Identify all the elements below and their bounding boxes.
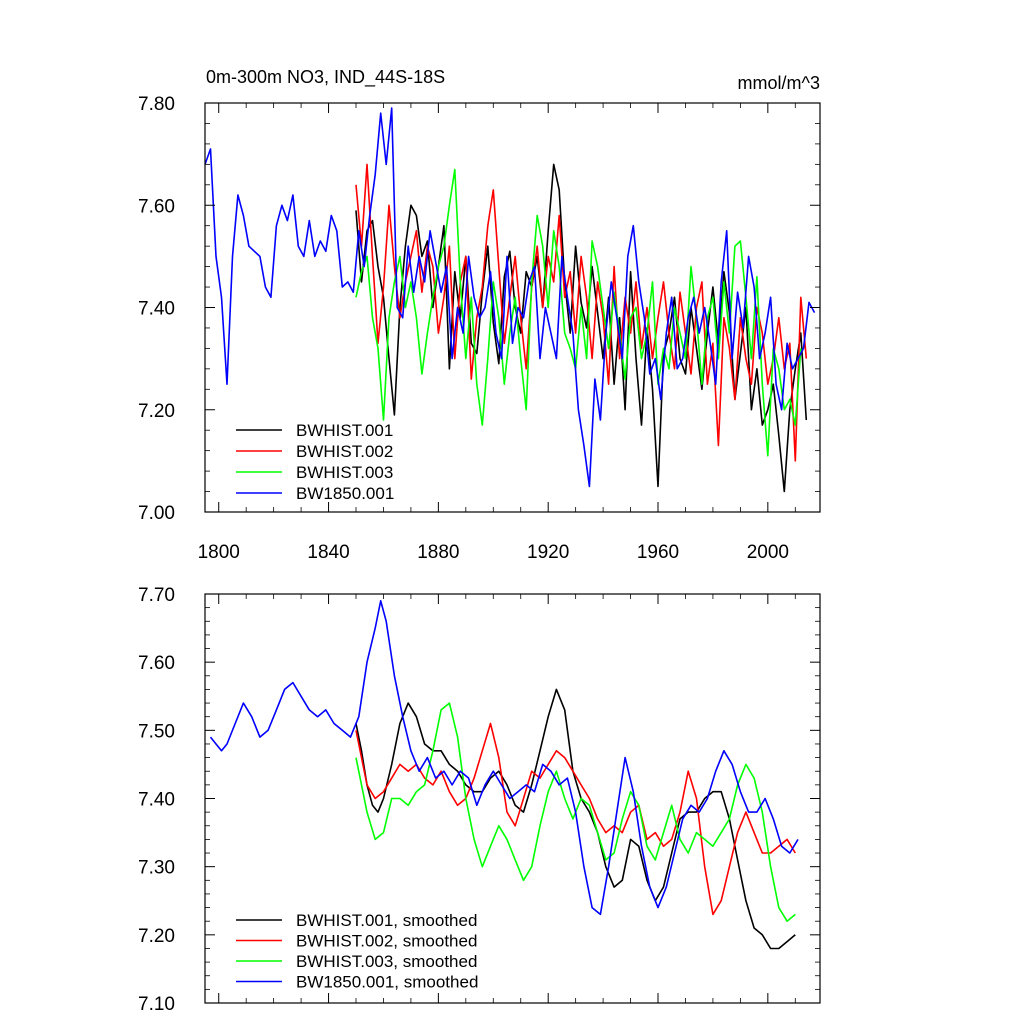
series-line-0-0 bbox=[355, 163, 808, 493]
y-tick-label: 7.30 bbox=[138, 858, 175, 879]
chart-title: 0m-300m NO3, IND_44S-18S bbox=[206, 67, 445, 88]
legend-label: BWHIST.003, smoothed bbox=[296, 952, 477, 971]
series-line-0-1 bbox=[355, 163, 808, 462]
y-tick-label: 7.60 bbox=[138, 196, 175, 217]
y-tick-label: 7.20 bbox=[138, 926, 175, 947]
y-tick-label: 7.20 bbox=[138, 401, 175, 422]
y-tick-label: 7.80 bbox=[138, 94, 175, 115]
legend-label: BWHIST.002 bbox=[296, 442, 393, 461]
x-tick-label: 1800 bbox=[198, 542, 240, 563]
series-line-1-2 bbox=[355, 702, 796, 923]
y-tick-label: 7.00 bbox=[138, 503, 175, 524]
x-tick-label: 2000 bbox=[747, 542, 789, 563]
x-tick-label: 1880 bbox=[417, 542, 459, 563]
x-tick-label: 1840 bbox=[307, 542, 349, 563]
y-tick-label: 7.60 bbox=[138, 653, 175, 674]
series-line-1-0 bbox=[355, 688, 796, 950]
x-tick-label: 1920 bbox=[527, 542, 569, 563]
series-line-1-1 bbox=[355, 722, 796, 916]
series-line-0-2 bbox=[355, 168, 802, 457]
legend-label: BW1850.001 bbox=[296, 484, 394, 503]
series-line-1-3 bbox=[209, 599, 799, 916]
legend-label: BWHIST.001 bbox=[296, 421, 393, 440]
y-tick-label: 7.10 bbox=[138, 994, 175, 1015]
units-label: mmol/m^3 bbox=[738, 73, 820, 93]
y-tick-label: 7.40 bbox=[138, 299, 175, 320]
legend-label: BWHIST.001, smoothed bbox=[296, 911, 477, 930]
legend-label: BWHIST.003 bbox=[296, 463, 393, 482]
panel-raw: 0m-300m NO3, IND_44S-18S mmol/m^3 7.00 7.… bbox=[138, 67, 821, 563]
y-tick-label: 7.40 bbox=[138, 790, 175, 811]
y-tick-label: 7.70 bbox=[138, 585, 175, 606]
legend-label: BWHIST.002, smoothed bbox=[296, 932, 477, 951]
legend-label: BW1850.001, smoothed bbox=[296, 973, 478, 992]
panel-smoothed: 7.10 7.20 7.30 7.40 7.50 7.60 7.70 BWHIST.001, … bbox=[138, 585, 821, 1015]
y-tick-label: 7.50 bbox=[138, 721, 175, 742]
series-line-0-3 bbox=[204, 107, 816, 488]
x-tick-label: 1960 bbox=[637, 542, 679, 563]
